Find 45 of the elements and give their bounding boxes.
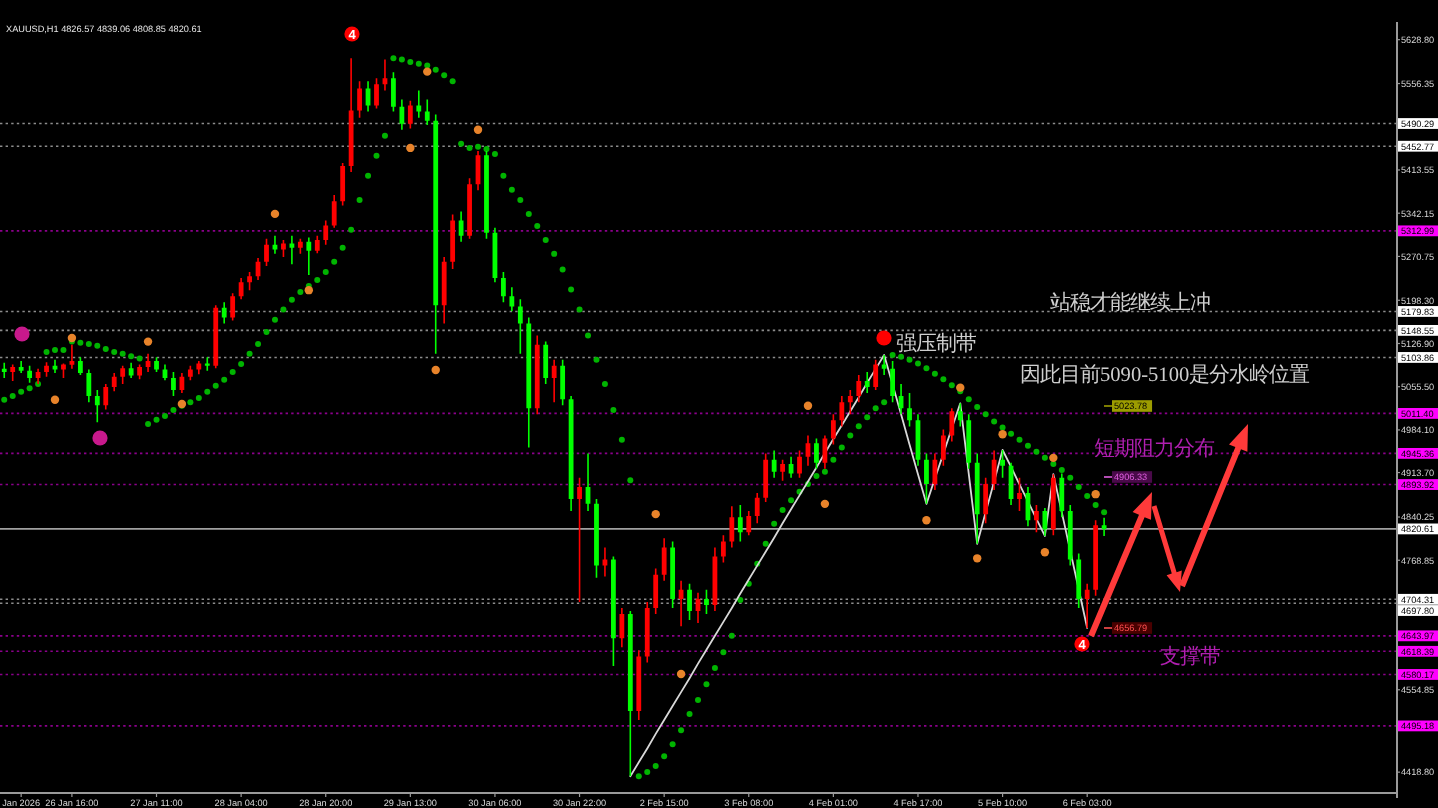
point bbox=[67, 333, 77, 343]
candlestick bbox=[424, 99, 430, 125]
candlestick bbox=[69, 344, 75, 369]
point bbox=[922, 516, 931, 525]
point bbox=[820, 499, 830, 509]
candlestick bbox=[864, 371, 870, 394]
candlestick bbox=[128, 362, 134, 378]
point bbox=[1049, 453, 1058, 463]
candlestick bbox=[551, 359, 557, 403]
point bbox=[1040, 548, 1050, 557]
point bbox=[1091, 489, 1100, 499]
candlestick bbox=[1101, 517, 1107, 537]
annotation: 站稳才能继续上冲 bbox=[1050, 291, 1210, 315]
candlestick bbox=[678, 580, 684, 627]
point bbox=[304, 285, 314, 295]
candlestick bbox=[602, 547, 608, 577]
candlestick bbox=[509, 287, 515, 312]
point bbox=[406, 143, 415, 153]
point bbox=[50, 395, 60, 404]
point bbox=[956, 383, 965, 392]
point bbox=[803, 401, 813, 410]
candlestick bbox=[881, 354, 887, 375]
candlestick bbox=[957, 403, 963, 427]
candlestick bbox=[18, 361, 24, 374]
annotation: 支撑带 bbox=[1160, 645, 1220, 669]
point bbox=[423, 67, 432, 76]
annotation: 因此目前5090-5100是分水岭位置 bbox=[1020, 363, 1310, 387]
candlestick bbox=[382, 59, 388, 91]
point bbox=[973, 554, 982, 563]
annotation: 短期阻力分布 bbox=[1094, 437, 1214, 461]
point bbox=[651, 509, 660, 519]
point bbox=[998, 430, 1007, 439]
candlestick bbox=[289, 235, 295, 265]
candlestick bbox=[416, 90, 422, 118]
candlestick bbox=[306, 237, 312, 276]
point bbox=[473, 125, 483, 134]
candlestick bbox=[204, 357, 210, 371]
candlestick bbox=[1084, 583, 1090, 628]
annotation: 强压制带 bbox=[896, 332, 976, 356]
point bbox=[431, 365, 440, 375]
point bbox=[270, 209, 280, 219]
candlestick bbox=[1, 362, 7, 378]
point bbox=[676, 669, 686, 679]
point bbox=[143, 337, 153, 346]
candlestick bbox=[10, 364, 16, 381]
